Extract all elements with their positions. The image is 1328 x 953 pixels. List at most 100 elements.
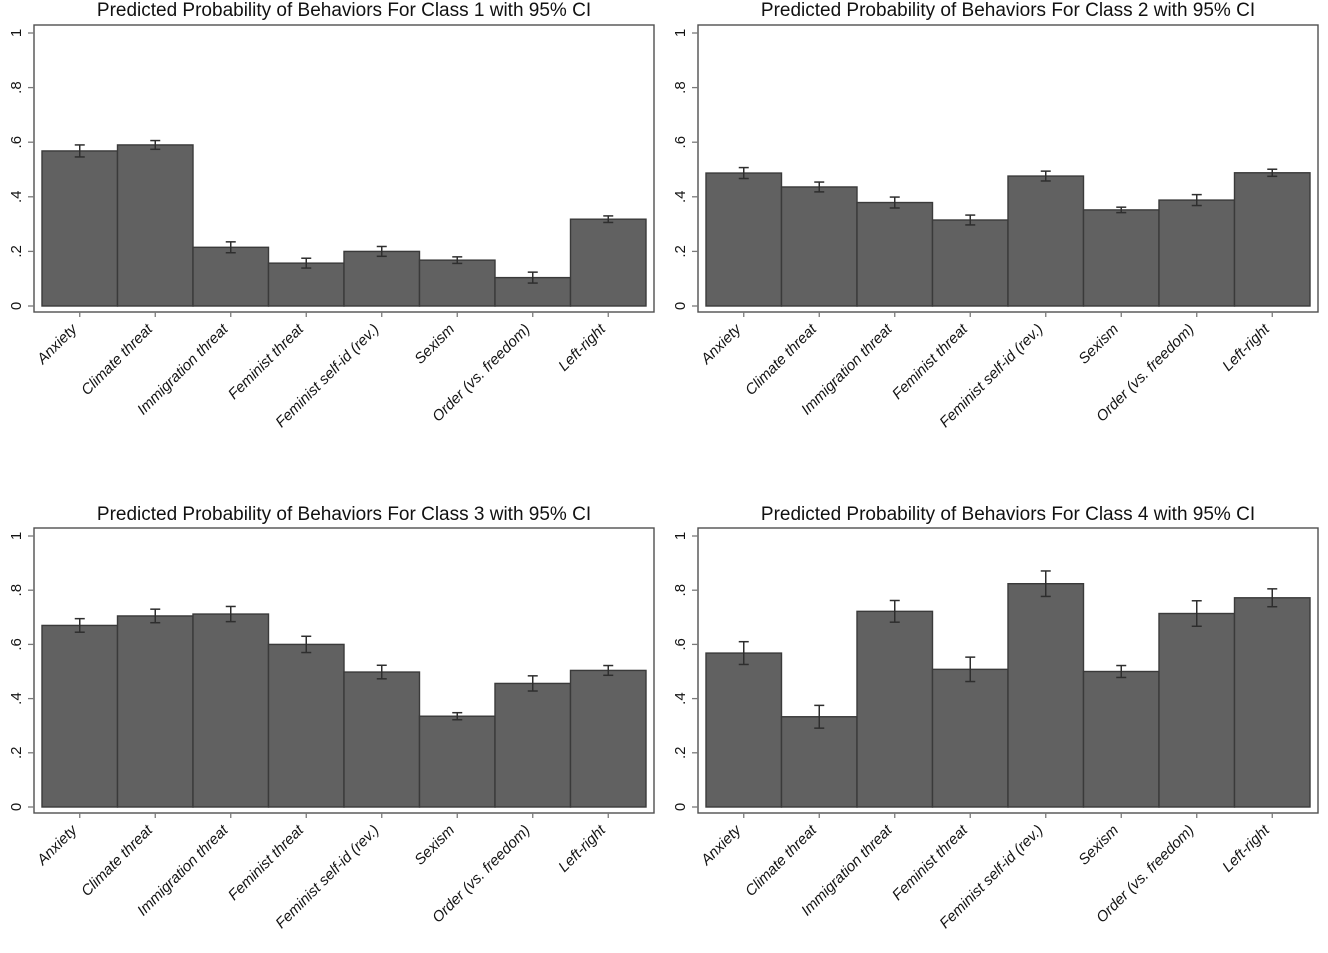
bar-immigration-threat <box>192 613 270 808</box>
error-bar-0 <box>738 640 749 666</box>
x-tick-label: Sexism <box>411 321 458 368</box>
y-tick-label: .6 <box>672 638 689 651</box>
y-tick-label: .6 <box>672 136 689 149</box>
y-tick-label: 0 <box>8 803 25 811</box>
x-tick-label: Feminist threat <box>225 320 308 403</box>
error-bar-2 <box>225 241 236 254</box>
x-tick-label: Climate threat <box>742 821 821 900</box>
bar-climate-threat <box>116 615 194 808</box>
error-bar-1 <box>150 608 161 624</box>
x-tick-label: Climate threat <box>78 320 157 399</box>
error-bars-group <box>74 139 614 284</box>
x-tick-label: Anxiety <box>697 320 746 369</box>
error-bar-4 <box>1040 170 1051 182</box>
chart-title-class-4: Predicted Probability of Behaviors For C… <box>760 504 1256 525</box>
error-bar-4 <box>1040 570 1051 598</box>
x-tick-label: Feminist threat <box>225 821 308 904</box>
y-tick-label: 1 <box>8 29 25 37</box>
error-bar-7 <box>1267 168 1278 178</box>
y-axis: 0 .2 .4 .6 .8 1 <box>8 29 34 310</box>
error-bar-6 <box>1191 600 1202 627</box>
y-tick-label: .8 <box>8 81 25 94</box>
error-bar-7 <box>1267 588 1278 608</box>
y-axis: 0 .2 .4 .6 .8 1 <box>672 29 698 310</box>
error-bar-2 <box>889 599 900 623</box>
error-bars-group <box>74 605 614 721</box>
y-tick-label: .6 <box>8 136 25 149</box>
error-bar-1 <box>814 704 825 729</box>
y-tick-label: .8 <box>8 584 25 597</box>
bar-feminist-threat <box>267 262 345 307</box>
error-bar-4 <box>376 664 387 680</box>
bar-anxiety <box>705 652 783 808</box>
error-bar-1 <box>814 181 825 193</box>
error-bar-0 <box>74 144 85 158</box>
plot-box <box>33 24 655 313</box>
x-tick-label: Left-right <box>555 320 609 374</box>
error-bar-7 <box>603 664 614 677</box>
error-bar-0 <box>738 166 749 180</box>
x-tick-label: Anxiety <box>33 320 82 369</box>
error-bar-5 <box>452 256 463 265</box>
error-bar-6 <box>1191 193 1202 207</box>
y-tick-label: .8 <box>672 584 689 597</box>
x-tick-label: Left-right <box>1219 320 1273 374</box>
error-bar-3 <box>301 635 312 654</box>
x-tick-label: Anxiety <box>33 821 82 870</box>
bar-left-right <box>569 669 647 808</box>
bar-feminist-self-id-rev <box>343 671 421 808</box>
plot-box <box>697 527 1319 814</box>
error-bars-group <box>738 166 1278 226</box>
error-bar-3 <box>965 214 976 226</box>
x-tick-label: Feminist threat <box>889 821 972 904</box>
error-bar-5 <box>1116 206 1127 214</box>
bar-order-vs-freedom <box>1158 199 1236 307</box>
bar-anxiety <box>41 624 119 808</box>
bar-immigration-threat <box>856 201 934 307</box>
chart-class-3: Predicted Probability of Behaviors For C… <box>0 497 664 953</box>
x-tick-label: Left-right <box>1219 821 1273 875</box>
bar-climate-threat <box>116 144 194 307</box>
error-bar-6 <box>527 675 538 692</box>
bar-sexism <box>418 259 496 307</box>
error-bar-5 <box>1116 664 1127 679</box>
bar-sexism <box>1082 209 1160 307</box>
error-bar-1 <box>150 139 161 151</box>
bar-feminist-threat <box>931 668 1009 808</box>
y-tick-label: .4 <box>672 191 689 204</box>
bar-left-right <box>569 218 647 307</box>
chart-class-2: Predicted Probability of Behaviors For C… <box>664 0 1328 470</box>
y-tick-label: .4 <box>8 692 25 705</box>
y-tick-label: .2 <box>8 747 25 760</box>
bar-feminist-self-id-rev <box>1007 582 1085 808</box>
x-tick-label: Sexism <box>1075 321 1122 368</box>
y-axis: 0 .2 .4 .6 .8 1 <box>8 532 34 811</box>
error-bar-2 <box>225 605 236 623</box>
chart-class-1: Predicted Probability of Behaviors For C… <box>0 0 664 470</box>
bar-feminist-self-id-rev <box>343 250 421 307</box>
y-tick-label: 1 <box>672 532 689 540</box>
error-bar-0 <box>74 617 85 633</box>
x-tick-label: Feminist threat <box>889 320 972 403</box>
y-tick-label: .8 <box>672 81 689 94</box>
y-tick-label: 0 <box>672 803 689 811</box>
plot-box <box>697 24 1319 313</box>
error-bar-2 <box>889 196 900 209</box>
bar-left-right <box>1233 172 1311 307</box>
bar-feminist-self-id-rev <box>1007 175 1085 307</box>
bar-anxiety <box>41 150 119 307</box>
bar-climate-threat <box>780 186 858 307</box>
y-tick-label: 0 <box>8 302 25 310</box>
y-axis: 0 .2 .4 .6 .8 1 <box>672 532 698 811</box>
y-tick-label: .4 <box>672 692 689 705</box>
chart-class-4: Predicted Probability of Behaviors For C… <box>664 497 1328 953</box>
bar-sexism <box>418 715 496 808</box>
error-bar-7 <box>603 215 614 224</box>
y-tick-label: .4 <box>8 191 25 204</box>
